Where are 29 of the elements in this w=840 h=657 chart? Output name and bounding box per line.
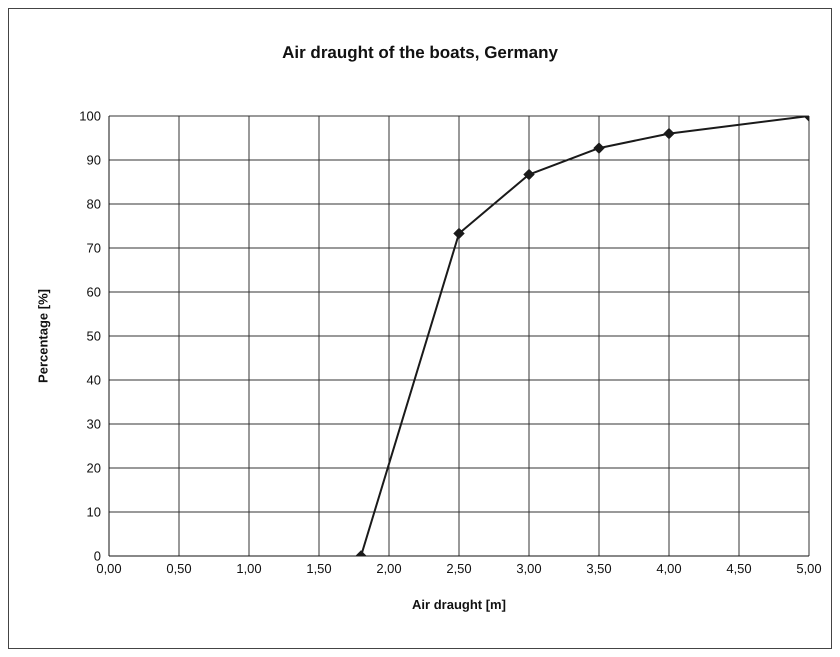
x-tick-label: 1,00 — [236, 561, 262, 576]
x-tick-label: 4,00 — [656, 561, 682, 576]
y-tick-label: 50 — [86, 328, 101, 344]
y-tick-label: 80 — [86, 196, 101, 212]
point — [524, 169, 534, 180]
x-axis-title: Air draught [m] — [412, 597, 506, 612]
y-tick-label: 10 — [86, 504, 101, 520]
y-tick-label: 70 — [86, 240, 101, 256]
x-tick-label: 3,50 — [586, 561, 612, 576]
point — [664, 128, 674, 140]
y-tick-label: 40 — [86, 372, 101, 388]
x-tick-label: 0,00 — [96, 561, 122, 576]
y-tick-label: 30 — [86, 416, 101, 432]
y-tick-label: 20 — [86, 460, 101, 476]
y-tick-label: 100 — [79, 108, 101, 124]
x-tick-label: 2,50 — [446, 561, 472, 576]
y-tick-label: 0 — [94, 548, 101, 564]
x-tick-label: 0,50 — [166, 561, 192, 576]
x-tick-label: 4,50 — [726, 561, 752, 576]
y-axis-title: Percentage [%] — [36, 289, 51, 383]
point — [454, 228, 464, 239]
x-tick-label: 3,00 — [516, 561, 542, 576]
y-tick-label: 60 — [86, 284, 101, 300]
chart-title: Air draught of the boats, Germany — [281, 43, 559, 63]
y-tick-label: 90 — [86, 152, 101, 168]
x-tick-label: 1,50 — [306, 561, 332, 576]
point — [594, 142, 604, 154]
x-tick-label: 2,00 — [376, 561, 402, 576]
x-tick-label: 5,00 — [796, 561, 822, 576]
